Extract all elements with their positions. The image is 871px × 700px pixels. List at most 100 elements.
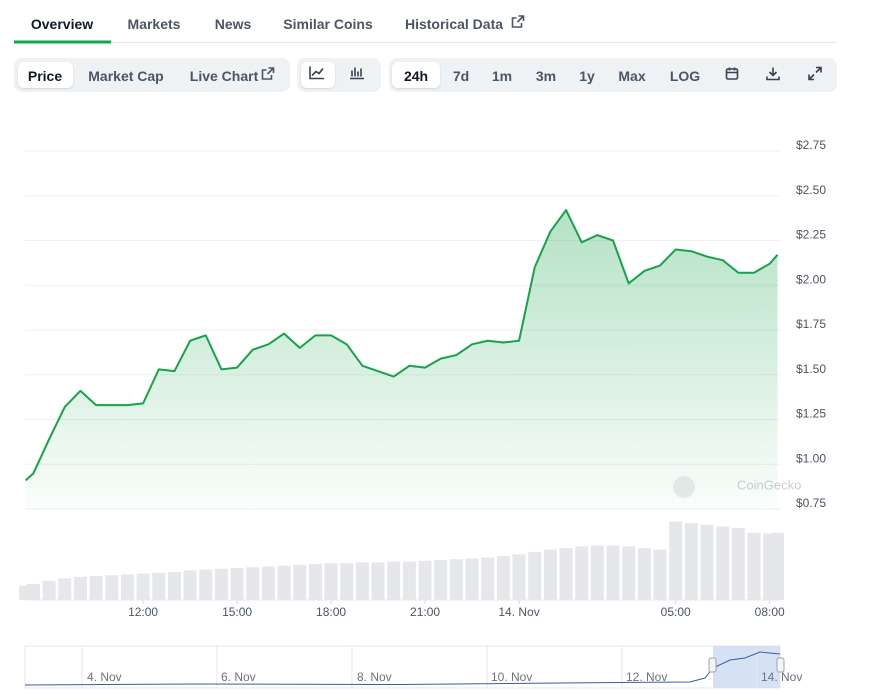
volume-bar bbox=[481, 557, 495, 600]
external-icon bbox=[511, 15, 525, 33]
bar-chart-icon[interactable] bbox=[349, 66, 365, 85]
range-button[interactable]: 1m bbox=[491, 68, 513, 84]
x-tick-label: 18:00 bbox=[316, 605, 346, 619]
volume-bar bbox=[230, 568, 244, 600]
tab[interactable]: Overview bbox=[30, 16, 94, 32]
volume-bar bbox=[684, 523, 698, 600]
tab[interactable]: Historical Data bbox=[404, 16, 504, 32]
download-icon[interactable] bbox=[766, 67, 780, 86]
range-button[interactable]: 24h bbox=[403, 68, 429, 84]
x-tick-label: 15:00 bbox=[222, 605, 252, 619]
navigator-label: 10. Nov bbox=[491, 670, 532, 684]
button-group bbox=[389, 58, 837, 92]
volume-bar bbox=[770, 532, 784, 600]
volume-bar bbox=[387, 561, 401, 600]
volume-bar bbox=[637, 548, 651, 600]
y-tick-label: $1.75 bbox=[796, 317, 826, 331]
navigator bbox=[24, 645, 785, 689]
volume-bar bbox=[355, 562, 369, 600]
y-tick-label: $1.00 bbox=[796, 451, 826, 465]
volume-bar bbox=[528, 552, 542, 600]
volume-bar bbox=[559, 548, 573, 600]
volume-bar bbox=[26, 584, 40, 600]
volume-bar bbox=[324, 563, 338, 600]
volume-bar bbox=[58, 578, 72, 600]
navigator-label: 12. Nov bbox=[626, 670, 667, 684]
volume-bar bbox=[465, 558, 479, 600]
navigator-label: 8. Nov bbox=[357, 670, 392, 684]
volume-bar bbox=[669, 521, 683, 600]
range-button[interactable]: Max bbox=[618, 68, 646, 84]
tab[interactable]: Markets bbox=[127, 16, 181, 32]
volume-bar bbox=[700, 524, 714, 600]
volume-bar bbox=[434, 560, 448, 600]
volume-bar bbox=[590, 545, 604, 600]
volume-bar bbox=[653, 549, 667, 600]
volume-bar bbox=[340, 563, 354, 600]
y-tick-label: $2.00 bbox=[796, 272, 826, 286]
range-button[interactable]: 3m bbox=[535, 68, 557, 84]
y-tick-label: $2.50 bbox=[796, 183, 826, 197]
volume-bar bbox=[496, 556, 510, 600]
volume-bar bbox=[449, 559, 463, 600]
volume-bar bbox=[246, 567, 260, 600]
navigator-label: 4. Nov bbox=[87, 670, 122, 684]
volume-bar bbox=[167, 572, 181, 600]
x-tick-label: 05:00 bbox=[661, 605, 691, 619]
volume-bar bbox=[512, 554, 526, 600]
tab[interactable]: Similar Coins bbox=[283, 16, 373, 32]
volume-bar bbox=[89, 576, 103, 600]
tab-underline bbox=[14, 40, 111, 44]
price-area bbox=[25, 210, 778, 509]
x-tick-label: 08:00 bbox=[755, 605, 785, 619]
volume-bar bbox=[293, 564, 307, 600]
range-button[interactable]: 7d bbox=[452, 68, 470, 84]
tab[interactable]: News bbox=[214, 16, 252, 32]
price-line bbox=[24, 209, 779, 482]
navigator-frame bbox=[24, 645, 781, 689]
range-button[interactable]: 1y bbox=[579, 68, 595, 84]
volume-bar bbox=[731, 528, 745, 600]
volume-bar bbox=[214, 568, 228, 600]
volume-bar bbox=[120, 574, 134, 600]
volume-bar bbox=[575, 546, 589, 600]
x-tick-label: 21:00 bbox=[410, 605, 440, 619]
active-button bbox=[301, 62, 335, 88]
external-icon bbox=[261, 67, 275, 85]
range-button[interactable]: LOG bbox=[669, 68, 701, 84]
volume-bar bbox=[136, 573, 150, 600]
volume-bar bbox=[543, 549, 557, 600]
navigator-label: 14. Nov bbox=[761, 670, 802, 684]
x-tick-label: 12:00 bbox=[128, 605, 158, 619]
navigator-handle[interactable] bbox=[708, 657, 717, 673]
y-tick-label: $2.75 bbox=[796, 138, 826, 152]
y-tick-label: $2.25 bbox=[796, 228, 826, 242]
volume-bar bbox=[622, 546, 636, 600]
volume-bar bbox=[716, 526, 730, 600]
chart-kind-button[interactable]: Price bbox=[27, 68, 63, 84]
active-button bbox=[18, 62, 73, 88]
volume-bar bbox=[152, 572, 166, 600]
chart-kind-button[interactable]: Market Cap bbox=[88, 68, 164, 84]
volume-bar bbox=[402, 561, 416, 600]
volume-bar bbox=[371, 562, 385, 600]
calendar-icon[interactable] bbox=[725, 67, 739, 86]
volume-bar bbox=[199, 569, 213, 600]
expand-icon[interactable] bbox=[808, 66, 822, 86]
navigator-line bbox=[24, 651, 781, 686]
navigator-handle[interactable] bbox=[776, 657, 785, 673]
volume-bar bbox=[747, 532, 761, 600]
volume-bar bbox=[261, 566, 275, 600]
y-tick-label: $0.75 bbox=[796, 496, 826, 510]
volume-bar bbox=[183, 570, 197, 600]
y-tick-label: $1.50 bbox=[796, 362, 826, 376]
volume-bar bbox=[606, 545, 620, 600]
volume-bar bbox=[277, 565, 291, 600]
line-chart-icon[interactable] bbox=[309, 66, 325, 85]
volume-bar bbox=[308, 564, 322, 600]
active-button bbox=[392, 62, 440, 88]
volume-bar bbox=[418, 560, 432, 600]
chart-kind-button[interactable]: Live Chart bbox=[189, 68, 259, 84]
